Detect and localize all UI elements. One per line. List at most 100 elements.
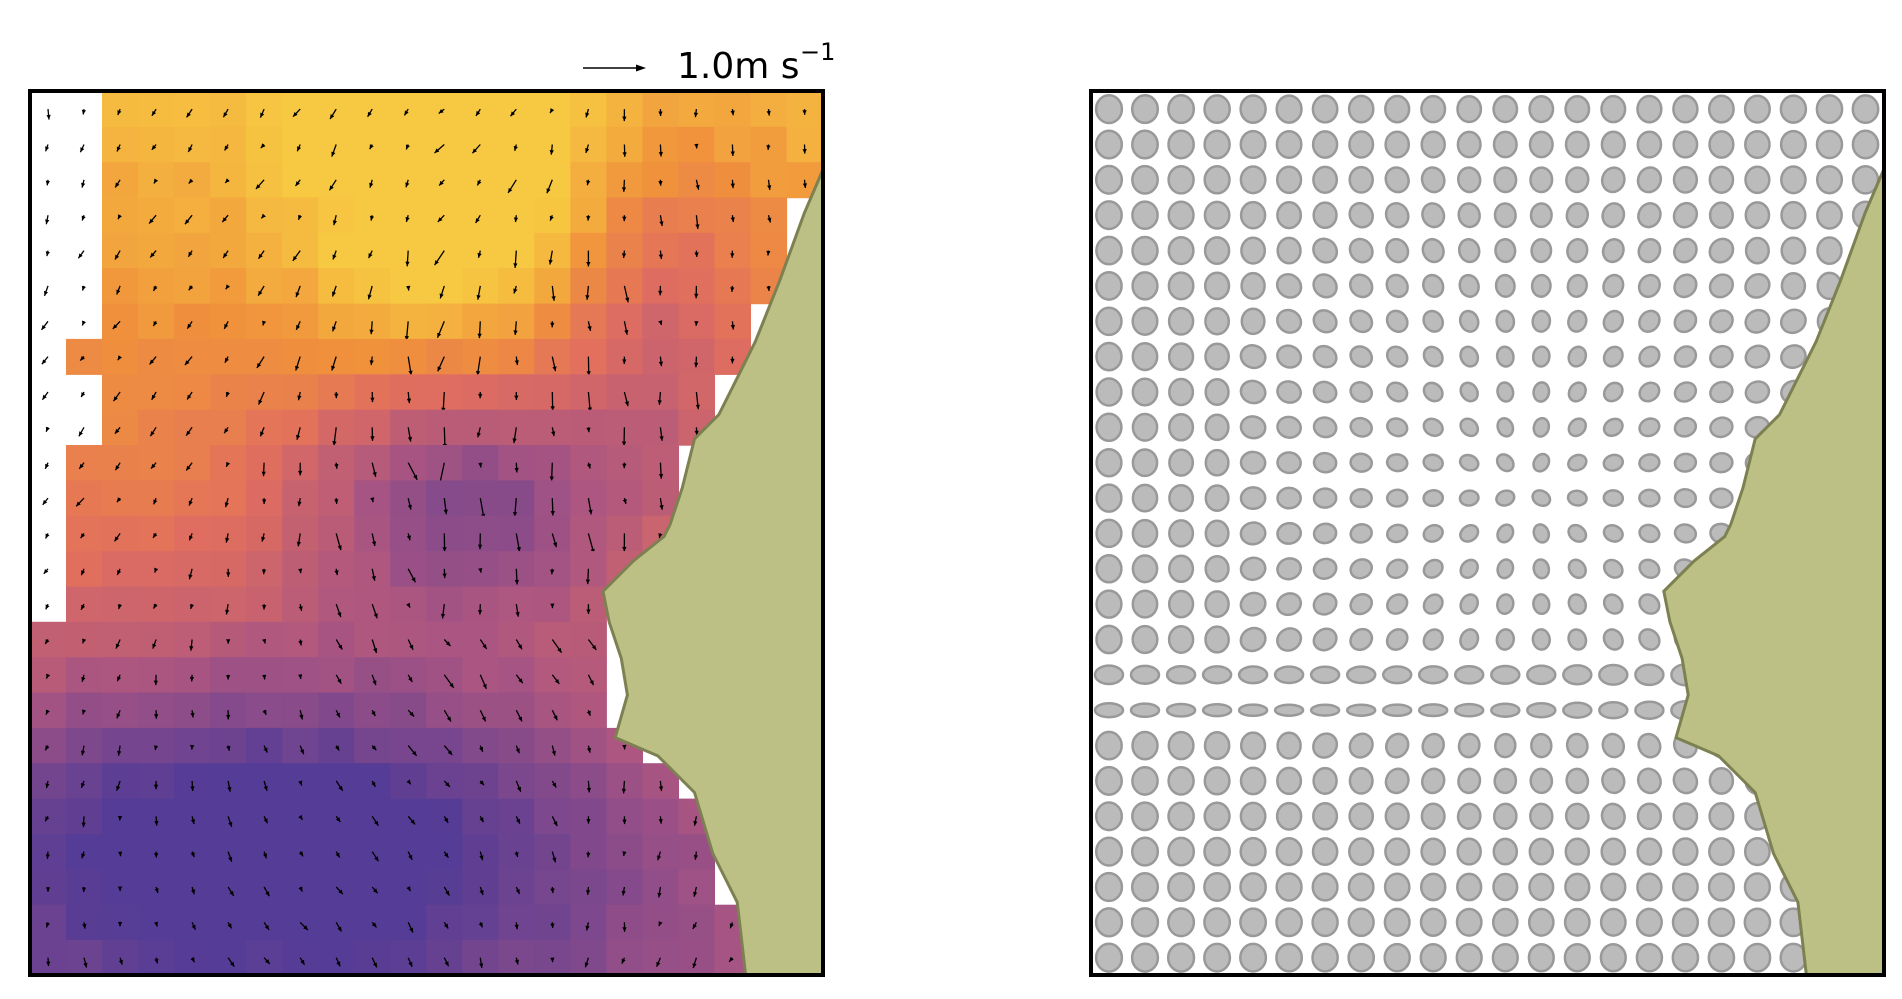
quiver-head — [296, 324, 301, 330]
quiver-head — [82, 638, 87, 644]
ellipse — [1348, 201, 1374, 229]
quiver-head — [45, 180, 50, 186]
quiver-head — [300, 959, 305, 965]
quiver-head — [115, 182, 120, 188]
quiver-head — [224, 428, 229, 434]
ellipse — [1458, 489, 1480, 507]
ellipse — [1203, 801, 1231, 832]
ellipse — [1237, 703, 1269, 718]
ellipse — [1094, 871, 1124, 903]
quiver-head — [226, 461, 231, 467]
ellipse — [1240, 307, 1266, 336]
ellipse — [1095, 483, 1123, 513]
quiver-head — [298, 215, 302, 220]
ellipse — [1600, 837, 1627, 866]
quiver-head — [331, 151, 336, 157]
ellipse — [1458, 453, 1480, 472]
ellipse — [1385, 309, 1409, 333]
quiver-head — [622, 359, 627, 364]
ellipse — [1527, 907, 1555, 937]
quiver-head — [729, 923, 734, 929]
ellipse — [1459, 523, 1480, 543]
ellipse — [1276, 486, 1302, 510]
ellipse — [1276, 627, 1303, 652]
quiver-head — [411, 577, 416, 583]
ellipse — [1348, 767, 1374, 795]
ellipse — [1422, 489, 1445, 508]
quiver-head — [115, 254, 120, 260]
quiver-head — [153, 603, 158, 609]
quiver-head — [372, 471, 377, 477]
ellipse — [1490, 664, 1521, 685]
quiver-head — [622, 819, 627, 825]
quiver-head — [224, 502, 229, 508]
quiver-head — [693, 820, 698, 826]
quiver-head — [517, 644, 522, 650]
ellipse — [1312, 627, 1338, 652]
ellipse — [1167, 766, 1195, 796]
quiver-head — [185, 219, 190, 225]
quiver-head — [622, 216, 627, 222]
ellipse — [1312, 732, 1339, 759]
quiver-head — [442, 547, 447, 552]
ellipse — [1780, 236, 1807, 265]
ellipse — [1743, 907, 1772, 938]
quiver-head — [226, 745, 231, 751]
quiver-head — [329, 185, 334, 191]
quiver-head — [444, 923, 449, 929]
quiver-head — [766, 250, 771, 256]
ellipse — [1167, 625, 1195, 654]
ellipse — [1493, 767, 1518, 795]
quiver-head — [150, 252, 155, 258]
quiver-head — [298, 814, 303, 820]
ellipse — [1671, 872, 1699, 902]
ellipse — [1385, 628, 1409, 651]
quiver-head — [621, 958, 626, 964]
ellipse — [1239, 626, 1267, 653]
ellipse — [1204, 625, 1230, 654]
ellipse — [1458, 309, 1480, 333]
quiver-head — [117, 921, 123, 927]
ellipse — [1492, 130, 1518, 159]
quiver-head — [115, 465, 120, 471]
ellipse — [1273, 703, 1305, 717]
quiver-head — [154, 853, 159, 858]
ellipse — [1095, 447, 1123, 478]
ellipse — [1419, 907, 1447, 937]
quiver-head — [659, 436, 664, 441]
quiver-head — [263, 785, 268, 791]
ellipse — [1276, 592, 1303, 617]
heatmap-cell — [282, 940, 319, 975]
ellipse — [1311, 94, 1339, 124]
quiver-head — [299, 714, 304, 720]
quiver-head — [337, 612, 342, 618]
ellipse — [1239, 415, 1267, 440]
quiver-head — [437, 332, 442, 338]
ellipse — [1239, 521, 1267, 546]
ellipse — [1602, 309, 1625, 333]
left-panel — [30, 91, 823, 975]
ellipse — [1420, 166, 1446, 194]
quiver-head — [550, 957, 555, 963]
ellipse — [1239, 200, 1267, 230]
ellipse — [1602, 628, 1624, 651]
heatmap-cell — [498, 940, 535, 975]
quiver-head — [224, 357, 229, 363]
quiver-head — [334, 570, 339, 576]
ellipse — [1495, 628, 1515, 651]
quiver-head — [553, 715, 558, 721]
ellipse — [1456, 872, 1483, 902]
quiver-head — [293, 112, 298, 117]
quiver-head — [152, 643, 157, 649]
quiver-head — [476, 110, 481, 116]
quiver-head — [587, 326, 592, 331]
ellipse — [1635, 942, 1664, 973]
ellipse — [1239, 165, 1267, 195]
ellipse — [1421, 237, 1445, 264]
ellipse — [1532, 593, 1551, 616]
ellipse — [1385, 237, 1410, 264]
ellipse — [1349, 627, 1374, 652]
ellipse — [1384, 202, 1410, 229]
quiver-head — [81, 887, 87, 893]
quiver-head — [332, 291, 336, 297]
